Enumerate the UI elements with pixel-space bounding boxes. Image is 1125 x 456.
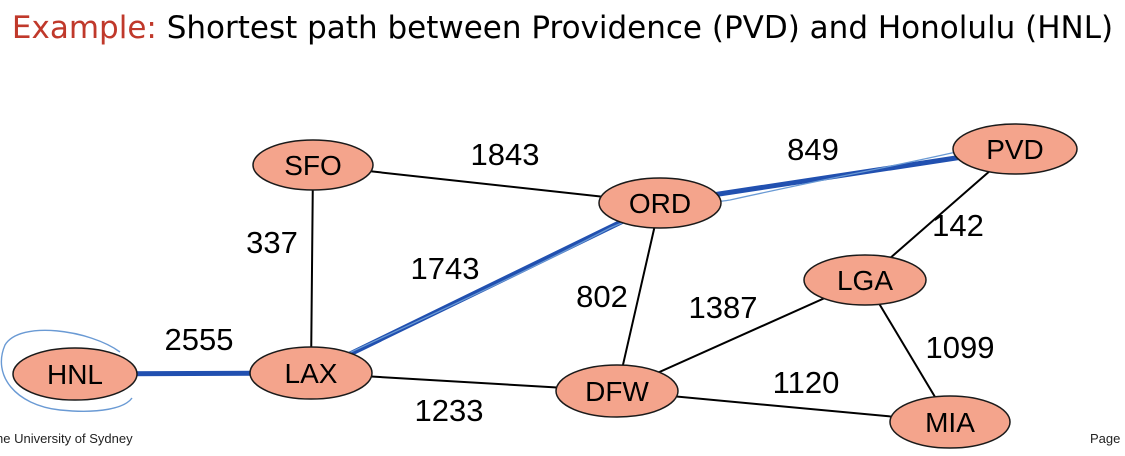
edge-weight-sfo-ord: 1843 xyxy=(471,137,540,172)
footer-institution: he University of Sydney xyxy=(0,431,133,446)
node-ellipse-ord xyxy=(598,177,722,229)
node-hnl: HNL xyxy=(12,347,138,401)
edge-ord-dfw xyxy=(616,202,661,392)
node-sfo: SFO xyxy=(252,139,374,191)
node-ellipse-hnl xyxy=(12,347,138,401)
edge-lax-ord-highlighted xyxy=(308,200,663,376)
footer-page-label: Page xyxy=(1090,431,1121,446)
edge-weight-ord-pvd: 849 xyxy=(787,132,839,167)
node-label-hnl: HNL xyxy=(47,359,103,390)
edge-weight-dfw-mia: 1120 xyxy=(773,365,840,400)
nodes: SFO ORD PVD LGA HNL LAX DFW MIA xyxy=(12,123,1078,449)
node-label-lax: LAX xyxy=(285,358,338,389)
node-label-dfw: DFW xyxy=(585,376,649,407)
node-ellipse-mia xyxy=(889,395,1011,449)
edge-weight-lax-ord: 1743 xyxy=(411,251,480,286)
node-label-mia: MIA xyxy=(925,407,975,438)
edge-weights: 1843 849 337 1743 802 142 1387 2555 1099 1233 1120 xyxy=(165,132,995,428)
edge-weight-sfo-lax: 337 xyxy=(246,225,298,260)
annotation-circle-hnl xyxy=(0,329,133,412)
edge-weight-ord-dfw: 802 xyxy=(576,279,628,314)
node-label-sfo: SFO xyxy=(284,150,342,181)
node-mia: MIA xyxy=(889,395,1011,449)
edge-weight-lga-mia: 1099 xyxy=(926,330,995,365)
node-label-pvd: PVD xyxy=(986,134,1044,165)
node-lax: LAX xyxy=(249,346,373,400)
edge-weight-hnl-lax: 2555 xyxy=(165,322,234,357)
node-pvd: PVD xyxy=(952,123,1078,175)
title-text: Shortest path between Providence (PVD) a… xyxy=(156,10,1114,46)
edge-ord-pvd-highlighted xyxy=(657,146,1018,206)
node-lga: LGA xyxy=(803,254,927,306)
node-ord: ORD xyxy=(598,177,722,229)
node-ellipse-lga xyxy=(803,254,927,306)
edge-weight-lga-dfw: 1387 xyxy=(689,290,758,325)
title-prefix: Example: xyxy=(11,10,157,46)
node-ellipse-pvd xyxy=(952,123,1078,175)
node-dfw: DFW xyxy=(555,364,679,418)
node-label-lga: LGA xyxy=(837,265,893,296)
edge-weight-lax-dfw: 1233 xyxy=(415,393,484,428)
node-ellipse-sfo xyxy=(252,139,374,191)
edge-weight-pvd-lga: 142 xyxy=(932,208,984,243)
node-ellipse-dfw xyxy=(555,364,679,418)
page-title: Example: Shortest path between Providenc… xyxy=(0,10,1125,46)
edge-sfo-lax xyxy=(310,164,314,374)
node-label-ord: ORD xyxy=(629,188,691,219)
node-ellipse-lax xyxy=(249,346,373,400)
